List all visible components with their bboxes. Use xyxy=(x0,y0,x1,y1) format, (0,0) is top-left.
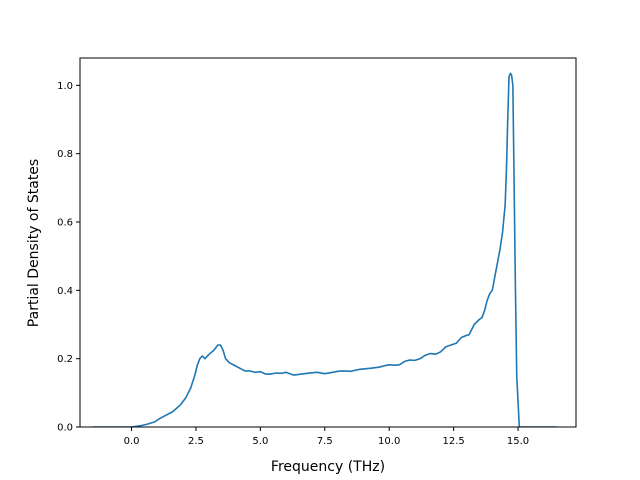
pdos-series-line xyxy=(92,72,557,427)
x-tick-label: 10.0 xyxy=(378,436,400,447)
x-axis-ticks: 0.0 2.5 5.0 7.5 10.0 12.5 15.0 xyxy=(124,427,529,447)
axes-frame xyxy=(79,57,577,428)
y-tick-label: 0.2 xyxy=(57,354,73,365)
x-tick-label: 2.5 xyxy=(188,436,204,447)
y-tick-label: 0.6 xyxy=(57,218,73,229)
plot-area xyxy=(92,72,557,427)
y-tick-label: 1.0 xyxy=(57,81,73,92)
x-tick-label: 5.0 xyxy=(252,436,268,447)
x-tick-label: 12.5 xyxy=(442,436,464,447)
x-axis-label: Frequency (THz) xyxy=(271,459,385,475)
y-tick-label: 0.4 xyxy=(57,286,73,297)
x-tick-label: 7.5 xyxy=(317,436,333,447)
x-tick-label: 0.0 xyxy=(124,436,140,447)
y-axis-label: Partial Density of States xyxy=(26,159,42,327)
y-tick-label: 0.0 xyxy=(57,423,73,434)
x-tick-label: 15.0 xyxy=(507,436,529,447)
y-tick-label: 0.8 xyxy=(57,149,73,160)
y-axis-ticks: 0.0 0.2 0.4 0.6 0.8 1.0 xyxy=(57,81,80,434)
